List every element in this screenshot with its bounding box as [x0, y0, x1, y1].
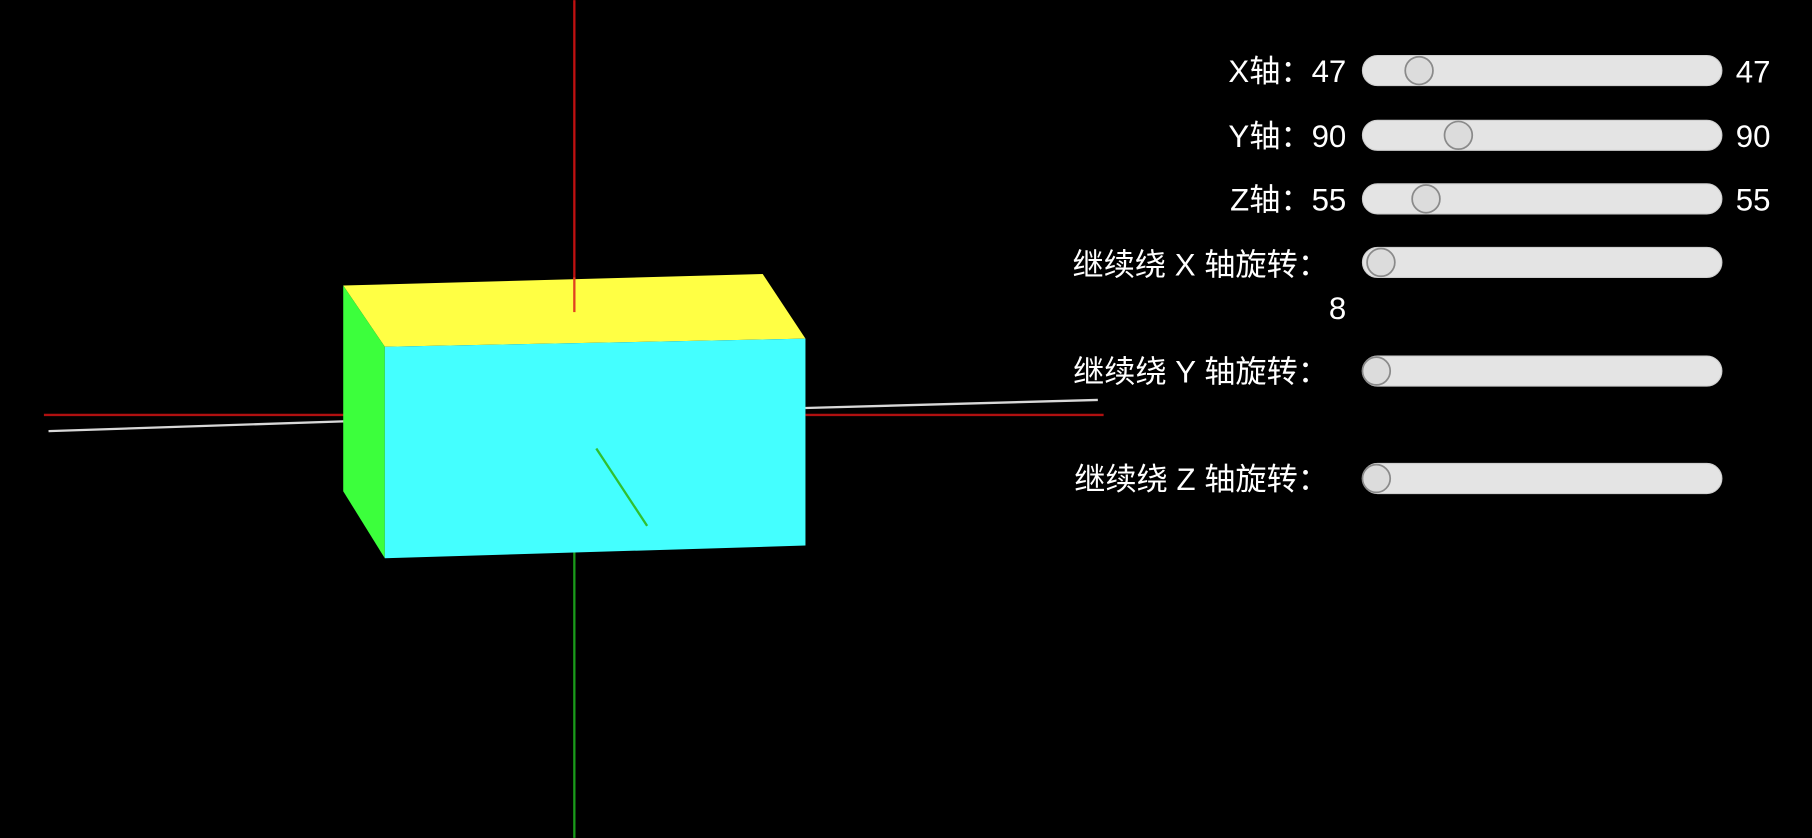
- control-label: Y轴：90: [1228, 119, 1346, 154]
- rotation-value: 8: [1329, 291, 1346, 326]
- slider-thumb[interactable]: [1411, 184, 1441, 214]
- rotation-label: 继续绕 X 轴旋转：: [1073, 247, 1329, 282]
- slider[interactable]: [1361, 54, 1723, 87]
- value: 47: [1312, 54, 1347, 89]
- label: Y轴：: [1228, 119, 1311, 154]
- output: 47: [1736, 54, 1771, 89]
- box-side: [343, 285, 385, 559]
- box-front: [384, 338, 806, 559]
- rotation-label: 继续绕 Y 轴旋转：: [1073, 355, 1329, 390]
- slider-thumb[interactable]: [1361, 463, 1392, 494]
- slider[interactable]: [1361, 462, 1723, 495]
- slider[interactable]: [1361, 355, 1723, 387]
- control-label: Z轴：55: [1230, 183, 1346, 218]
- slider-thumb[interactable]: [1404, 55, 1434, 86]
- slider[interactable]: [1361, 246, 1723, 279]
- output: 90: [1736, 119, 1771, 154]
- control-label: X轴：47: [1228, 54, 1346, 89]
- slider-thumb[interactable]: [1443, 120, 1474, 151]
- output: 55: [1736, 183, 1771, 218]
- value: 55: [1312, 183, 1347, 218]
- rotation-label: 继续绕 Z 轴旋转：: [1074, 462, 1329, 497]
- controls: X轴：47 47 Y轴：90 90 Z轴：55 55 继续绕 X 轴旋转： 8 …: [1073, 54, 1771, 497]
- viewport-3d: [43, 0, 1104, 838]
- axis-line: [595, 447, 649, 527]
- slider-thumb[interactable]: [1366, 247, 1396, 278]
- slider-thumb[interactable]: [1361, 356, 1392, 386]
- axis-line: [48, 419, 362, 433]
- slider[interactable]: [1361, 183, 1723, 215]
- axis-line: [805, 398, 1098, 410]
- label: X轴：: [1228, 54, 1311, 89]
- label: Z轴：: [1230, 183, 1311, 218]
- slider[interactable]: [1361, 119, 1723, 151]
- value: 90: [1312, 119, 1347, 154]
